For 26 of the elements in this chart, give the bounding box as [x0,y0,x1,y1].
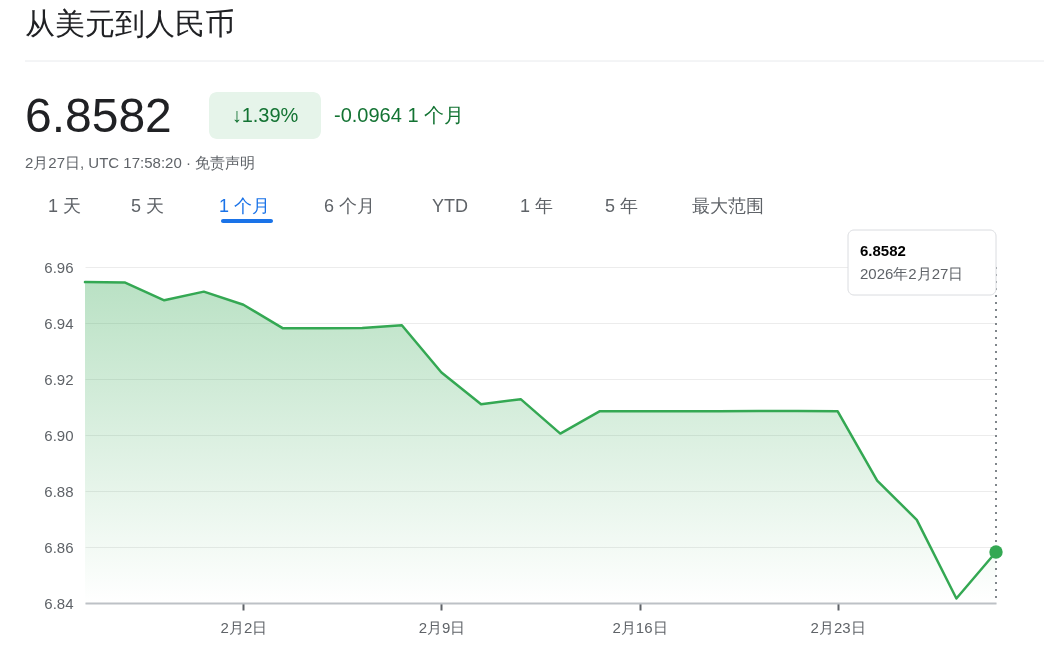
text: YTD [432,196,468,216]
text: 6.8582 [25,89,172,142]
text: -0.0964 1 个月 [334,104,465,126]
chart-title: 从美元到人民币 [25,7,235,40]
text: 5 天 [131,196,165,216]
text: 1 年 [520,196,554,216]
text: 5 年 [605,196,639,216]
y-tick-label: 6.84 [44,594,74,612]
y-tick-label: 6.90 [44,426,74,444]
y-tick-label: 6.92 [44,370,74,388]
y-tick-label: 6.86 [44,538,74,556]
text: 6.8582 [860,242,906,259]
y-tick-label: 6.88 [44,482,74,500]
x-tick-label: 2月16日 [612,618,668,636]
x-tick-label: 2月9日 [418,618,466,636]
text: 1 天 [48,196,82,216]
text: 最大范围 [692,196,764,216]
annotation: 2026年2月27日 [860,265,964,282]
text: ↓1.39% [231,104,299,126]
y-tick-label: 6.96 [44,258,74,276]
x-tick-label: 2月23日 [810,618,866,636]
y-tick-label: 6.94 [44,314,74,332]
text: 2月27日, UTC 17:58:20 · 免责声明 [25,154,256,171]
text: 6 个月 [324,196,376,216]
x-tick-label: 2月2日 [220,618,268,636]
text: 1 个月 [219,196,271,216]
